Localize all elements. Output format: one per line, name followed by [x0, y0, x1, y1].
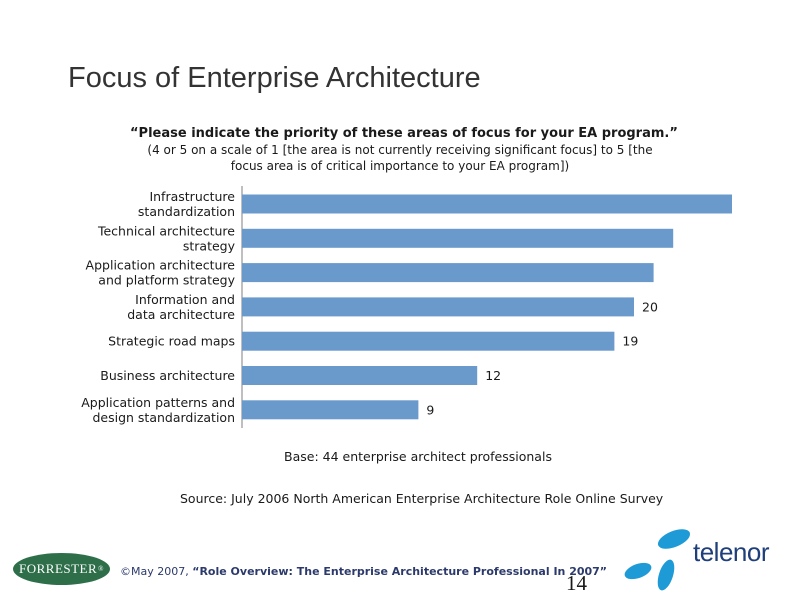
- data-label: 19: [622, 334, 638, 349]
- category-label: standardization: [138, 204, 235, 219]
- data-label: 9: [426, 402, 434, 417]
- bar: [242, 194, 732, 214]
- footer-copyright: ©May 2007,: [120, 565, 189, 578]
- footer-citation: ©May 2007, “Role Overview: The Enterpris…: [120, 565, 607, 578]
- bar: [242, 228, 674, 248]
- forrester-registered-mark: ®: [98, 565, 104, 573]
- data-label: 20: [642, 299, 658, 314]
- telenor-propeller-icon: [624, 529, 691, 591]
- bar: [242, 297, 634, 317]
- category-label: Application patterns and: [81, 395, 235, 410]
- bar: [242, 263, 654, 283]
- telenor-logo-text: telenor: [693, 537, 770, 567]
- bar: [242, 366, 478, 385]
- category-label: Information and: [135, 292, 235, 307]
- category-label: and platform strategy: [98, 273, 235, 288]
- source-note: Source: July 2006 North American Enterpr…: [180, 491, 664, 506]
- forrester-logo-text: FORRESTER: [18, 561, 98, 576]
- data-label: 12: [485, 368, 501, 383]
- question-text: “Please indicate the priority of these a…: [130, 126, 678, 141]
- slide-title: Focus of Enterprise Architecture: [68, 62, 481, 94]
- page-number: 14: [566, 571, 587, 595]
- question-scale-note: (4 or 5 on a scale of 1 [the area is not…: [147, 143, 653, 173]
- category-label: Technical architecture: [97, 223, 235, 238]
- base-note: Base: 44 enterprise architect profession…: [284, 449, 552, 464]
- bar: [242, 400, 419, 420]
- category-label: design standardization: [92, 410, 235, 425]
- forrester-logo: FORRESTER ®: [13, 553, 110, 585]
- footer-report-title: “Role Overview: The Enterprise Architect…: [192, 565, 608, 578]
- category-label: Application architecture: [86, 258, 236, 273]
- category-label: Business architecture: [100, 368, 235, 383]
- category-label: Strategic road maps: [108, 334, 235, 349]
- category-label: data architecture: [127, 307, 235, 322]
- bar: [242, 331, 615, 351]
- category-label: Infrastructure: [149, 189, 235, 204]
- question-block: “Please indicate the priority of these a…: [130, 125, 678, 174]
- category-label: strategy: [183, 238, 236, 253]
